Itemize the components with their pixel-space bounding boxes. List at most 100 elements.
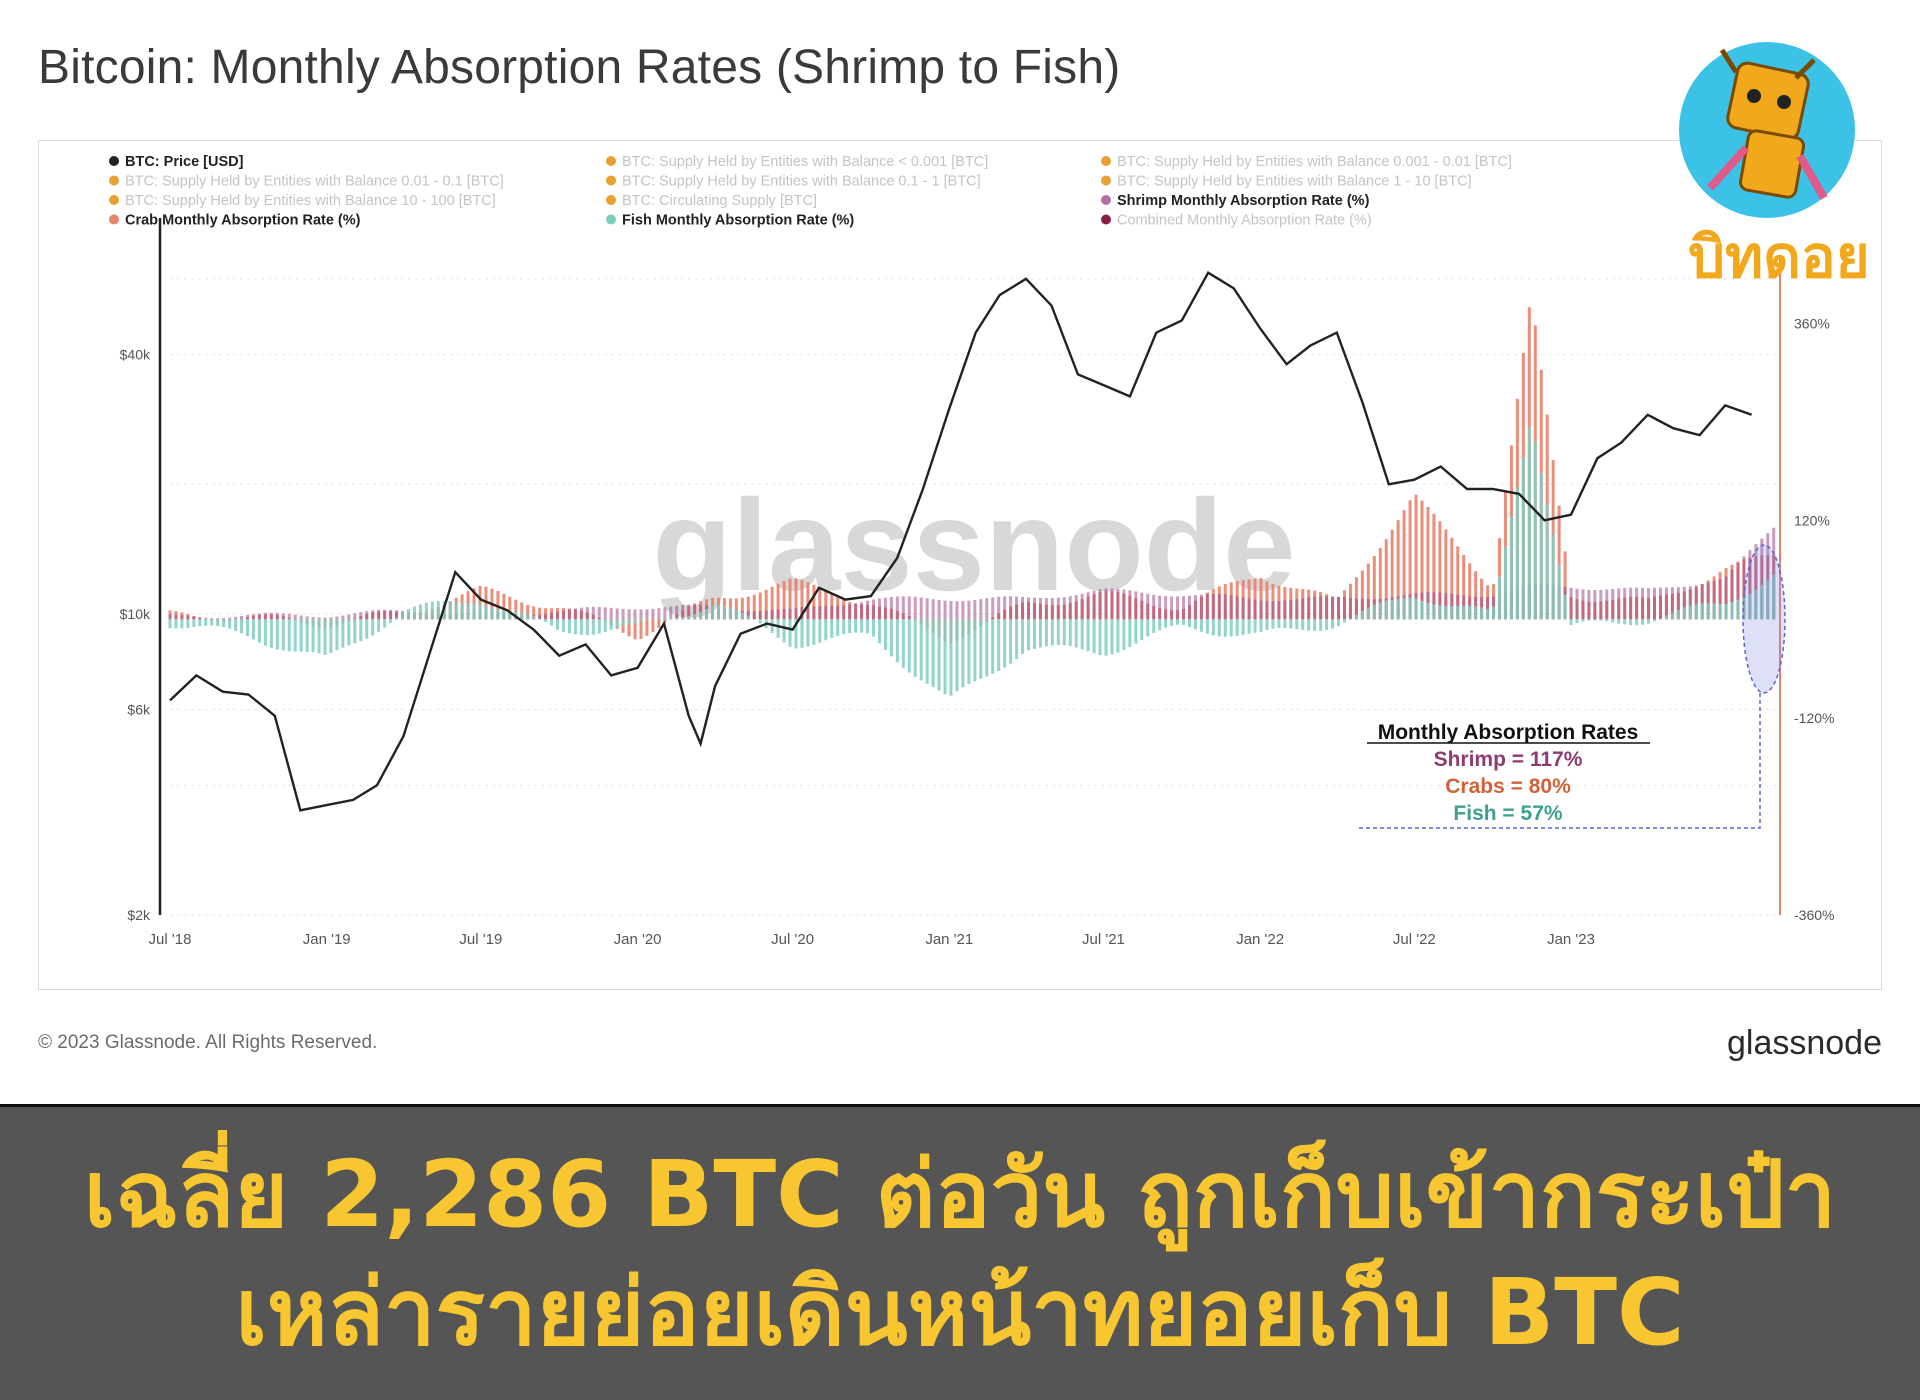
fish-bar-86 — [681, 617, 685, 620]
glassnode-brand[interactable]: glassnode — [1726, 1024, 1882, 1062]
fish-bar-123 — [901, 619, 905, 668]
highlight-ellipse — [1742, 544, 1786, 694]
fish-bar-44 — [430, 601, 434, 620]
fish-bar-4 — [192, 619, 196, 628]
fish-bar-2 — [180, 619, 184, 629]
crab-bar-97 — [746, 596, 750, 620]
shrimp-bar-70 — [585, 607, 589, 620]
legend-marker-4 — [606, 175, 616, 186]
fish-bar-102 — [776, 619, 780, 638]
fish-bar-101 — [770, 619, 774, 633]
shrimp-bar-79 — [639, 609, 643, 620]
fish-bar-247 — [1641, 619, 1645, 625]
fish-bar-180 — [1241, 619, 1245, 635]
crab-bar-234 — [1563, 551, 1567, 620]
fish-bar-205 — [1390, 599, 1394, 620]
fish-bar-178 — [1229, 619, 1233, 637]
fish-bar-139 — [997, 619, 1001, 671]
fish-bar-71 — [591, 619, 595, 635]
fish-bar-12 — [240, 619, 244, 634]
fish-bar-266 — [1754, 589, 1758, 620]
headline-line-1: เฉลี่ย 2,286 BTC ต่อวัน ถูกเก็บเข้ากระเป… — [83, 1141, 1837, 1248]
fish-bar-124 — [907, 619, 911, 673]
shrimp-bar-197 — [1342, 597, 1346, 620]
legend-item-3: BTC: Supply Held by Entities with Balanc… — [125, 174, 504, 190]
fish-bar-217 — [1462, 605, 1466, 620]
fish-bar-113 — [842, 619, 846, 635]
fish-bar-22 — [299, 619, 303, 652]
shrimp-bar-80 — [645, 609, 649, 620]
fish-bar-41 — [412, 606, 416, 620]
legend-marker-11 — [1101, 214, 1111, 225]
fish-bar-99 — [758, 619, 762, 624]
crab-bar-80 — [645, 619, 649, 636]
fish-bar-165 — [1152, 619, 1156, 633]
fish-bar-151 — [1068, 619, 1072, 647]
fish-bar-200 — [1360, 610, 1364, 620]
fish-bar-90 — [705, 609, 709, 620]
shrimp-bar-133 — [961, 601, 965, 620]
shrimp-bar-253 — [1676, 587, 1680, 620]
crab-bar-79 — [639, 619, 643, 640]
crab-bar-56 — [502, 593, 506, 620]
fish-bar-64 — [550, 619, 554, 626]
shrimp-bar-16 — [263, 612, 267, 620]
fish-bar-134 — [967, 619, 971, 685]
shrimp-bar-101 — [770, 610, 774, 620]
y-left-tick-label-1: $6k — [127, 702, 151, 718]
shrimp-bar-62 — [538, 614, 542, 620]
shrimp-bar-109 — [818, 606, 822, 620]
fish-bar-219 — [1474, 606, 1478, 620]
crab-bar-182 — [1253, 578, 1257, 620]
fish-bar-118 — [872, 619, 875, 637]
fish-bar-168 — [1170, 619, 1174, 626]
fish-bar-104 — [788, 619, 792, 647]
fish-bar-171 — [1187, 619, 1191, 628]
fish-bar-191 — [1307, 619, 1311, 631]
fish-bar-72 — [597, 619, 601, 634]
fish-bar-238 — [1587, 619, 1591, 621]
fish-bar-15 — [257, 619, 261, 643]
shrimp-bar-258 — [1706, 582, 1710, 620]
crab-bar-96 — [740, 597, 744, 620]
fish-bar-258 — [1706, 603, 1710, 620]
fish-bar-227 — [1521, 457, 1525, 620]
fish-bar-61 — [532, 615, 536, 620]
watermark-text: glassnode — [653, 472, 1296, 618]
fish-bar-132 — [955, 619, 959, 692]
shrimp-bar-176 — [1217, 594, 1221, 620]
fish-bar-141 — [1009, 619, 1013, 664]
fish-bar-50 — [466, 603, 470, 620]
fish-bar-70 — [585, 619, 589, 636]
shrimp-bar-153 — [1080, 593, 1084, 620]
shrimp-bar-27 — [329, 617, 333, 620]
chart-frame — [38, 140, 1882, 990]
shrimp-bar-163 — [1140, 592, 1144, 620]
shrimp-bar-259 — [1712, 580, 1716, 620]
crab-bar-200 — [1360, 570, 1364, 620]
fish-bar-136 — [979, 619, 983, 679]
fish-bar-103 — [782, 619, 786, 643]
crab-bar-59 — [520, 602, 524, 620]
fish-bar-208 — [1408, 597, 1412, 620]
crab-bar-61 — [532, 606, 536, 620]
shrimp-bar-113 — [842, 605, 846, 620]
fish-bar-195 — [1331, 619, 1335, 629]
legend-marker-3 — [109, 175, 119, 186]
shrimp-bar-247 — [1641, 587, 1645, 620]
fish-bar-158 — [1110, 619, 1114, 655]
fish-bar-237 — [1581, 619, 1585, 622]
shrimp-bar-156 — [1098, 589, 1102, 620]
fish-bar-164 — [1146, 619, 1150, 637]
fish-bar-187 — [1283, 619, 1287, 629]
shrimp-bar-182 — [1253, 599, 1257, 620]
fish-bar-262 — [1730, 602, 1734, 620]
fish-bar-170 — [1182, 619, 1186, 625]
fish-bar-160 — [1122, 619, 1126, 650]
fish-bar-126 — [919, 619, 923, 681]
shrimp-bar-237 — [1581, 589, 1585, 620]
shrimp-bar-267 — [1760, 538, 1764, 620]
shrimp-bar-126 — [919, 597, 923, 620]
shrimp-bar-193 — [1319, 596, 1323, 620]
shrimp-bar-240 — [1599, 589, 1603, 620]
